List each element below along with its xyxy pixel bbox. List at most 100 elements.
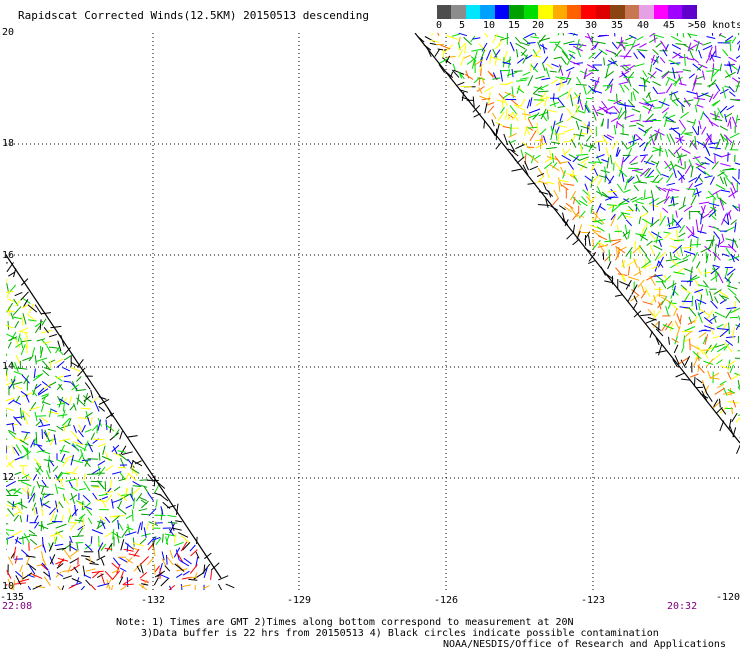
wind-barb [10,361,16,370]
wind-barb [120,458,125,468]
wind-barb [583,68,588,80]
wind-barb [84,505,93,510]
colorbar-label: 35 [611,20,624,31]
wind-barb [11,530,23,537]
wind-barb [125,558,133,564]
wind-barb [653,107,662,109]
wind-barb [693,316,698,324]
wind-barb [131,460,143,467]
wind-barb [655,328,664,337]
wind-barb [651,264,663,270]
wind-barb [690,373,699,378]
wind-barb [534,33,537,37]
wind-barb [451,69,460,78]
wind-barb [97,519,102,529]
wind-barb [181,584,192,588]
wind-barb [62,409,66,419]
wind-barb [505,108,508,120]
wind-barb [674,76,681,87]
wind-barb [737,386,740,391]
wind-barb [463,54,471,59]
wind-barb [80,585,85,590]
wind-barb [26,514,29,522]
wind-barb [35,383,42,389]
wind-barb [522,71,531,76]
wind-barb [7,508,15,517]
wind-barb [647,103,654,114]
wind-barbs-swath-west [6,262,235,590]
wind-barb [147,492,154,501]
wind-barb [464,44,467,54]
wind-barb [58,438,71,442]
wind-barb [105,532,112,538]
wind-barb [167,514,177,518]
wind-barb [655,160,660,168]
wind-barb [597,34,607,38]
wind-barb [630,295,639,302]
wind-barb [105,424,115,432]
colorbar-label: 15 [508,20,521,31]
wind-barb [545,67,550,78]
wind-barb [218,575,229,581]
wind-barb [54,358,64,364]
wind-barb [539,128,547,136]
wind-barb [452,63,456,71]
wind-barb [643,160,655,166]
wind-barb [670,188,680,192]
wind-barb [711,68,720,78]
wind-barb [123,583,134,586]
wind-barb [653,238,664,242]
wind-barb [148,508,157,517]
wind-barb [100,558,105,566]
wind-barb [15,575,22,585]
wind-barb [21,431,31,434]
wind-barb [137,522,142,535]
wind-barb [161,558,166,566]
wind-barb [615,245,626,254]
lat-label-14: 14 [2,361,15,372]
wind-barb [34,320,44,328]
wind-barb [498,93,505,100]
wind-barb [669,251,672,260]
wind-barb [530,155,535,164]
wind-barb [83,395,91,402]
wind-barb [728,255,740,261]
wind-barb [98,466,106,477]
wind-barb [659,215,666,227]
wind-barb [613,99,622,105]
wind-barb [7,341,12,349]
wind-barb [155,537,162,546]
wind-barb [611,41,618,49]
wind-barb [577,110,585,114]
wind-barb [686,58,695,61]
wind-barb [731,406,734,415]
wind-barb [709,206,717,211]
wind-barb [662,48,668,57]
wind-barb [647,72,656,79]
wind-barb [689,44,698,50]
wind-barb [636,36,644,41]
wind-barb [533,85,543,94]
wind-barb [692,156,701,160]
wind-barb [596,190,608,198]
wind-barb [591,174,600,184]
wind-barb [21,450,32,459]
wind-barb [514,36,522,44]
wind-barb [84,428,92,433]
wind-barb [638,266,642,276]
wind-barb [624,43,634,47]
wind-barb [641,260,651,269]
wind-barb [679,306,690,309]
wind-barb [97,542,104,552]
wind-barb [176,503,179,515]
wind-barb [6,262,8,264]
wind-barb [580,132,588,135]
wind-barb [502,125,511,129]
wind-barb [658,343,663,356]
wind-barb [637,245,642,254]
wind-barb [538,96,550,101]
wind-barb [62,401,65,412]
wind-barb [160,506,164,515]
wind-barb [71,380,78,391]
wind-barb [535,100,545,107]
